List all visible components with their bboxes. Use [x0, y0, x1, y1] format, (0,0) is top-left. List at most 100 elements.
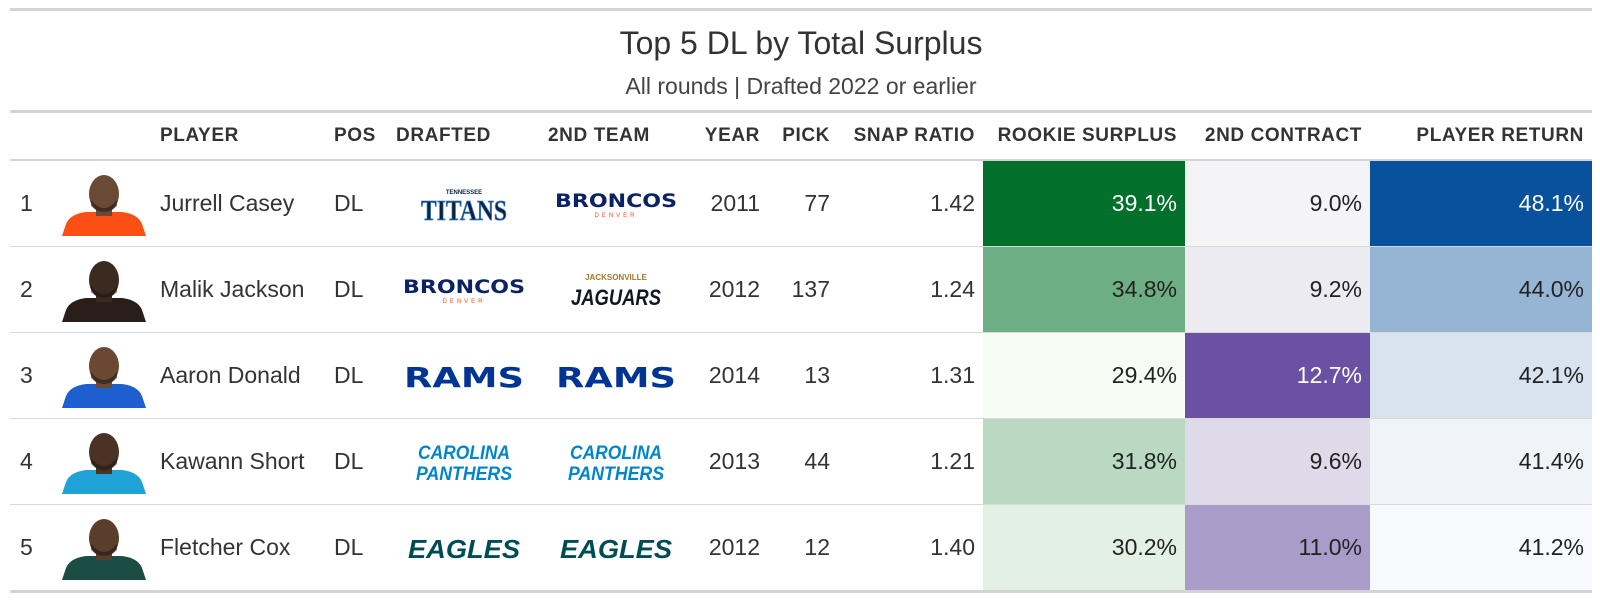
svg-text:JAGUARS: JAGUARS: [571, 285, 661, 310]
svg-text:PANTHERS: PANTHERS: [416, 464, 512, 484]
svg-text:CAROLINA: CAROLINA: [570, 443, 662, 464]
cell-pick: 13: [768, 332, 838, 419]
cell-rank: 4: [10, 418, 52, 505]
cell-second-contract: 12.7%: [1185, 332, 1370, 419]
col-header-player-return: PLAYER RETURN: [1370, 113, 1592, 161]
svg-text:BRONCOS: BRONCOS: [403, 276, 525, 298]
svg-text:RAMS: RAMS: [404, 361, 524, 392]
cell-year: 2013: [692, 418, 768, 505]
table-body: 1 Jurrell Casey DL TENNESSEE TITANS BRONCOS DE…: [10, 160, 1592, 593]
broncos-logo: BRONCOS DENVER: [388, 246, 540, 333]
cell-snap-ratio: 1.24: [838, 246, 983, 333]
svg-text:DENVER: DENVER: [594, 213, 637, 219]
player-headshot: [52, 332, 152, 419]
cell-player-return: 41.2%: [1370, 504, 1592, 593]
titans-logo: TENNESSEE TITANS: [388, 160, 540, 247]
svg-text:BRONCOS: BRONCOS: [555, 190, 677, 212]
col-header-rookie-surplus: ROOKIE SURPLUS: [983, 113, 1185, 161]
table-subtitle: All rounds | Drafted 2022 or earlier: [625, 73, 977, 99]
cell-pos: DL: [326, 246, 388, 333]
cell-year: 2012: [692, 246, 768, 333]
cell-rank: 5: [10, 504, 52, 593]
cell-player-return: 41.4%: [1370, 418, 1592, 505]
col-header-rank: [10, 113, 52, 161]
svg-text:PANTHERS: PANTHERS: [568, 464, 664, 484]
cell-second-contract: 9.0%: [1185, 160, 1370, 247]
cell-player-return: 44.0%: [1370, 246, 1592, 333]
cell-snap-ratio: 1.21: [838, 418, 983, 505]
cell-rank: 1: [10, 160, 52, 247]
col-header-year: YEAR: [692, 113, 768, 161]
cell-rookie-surplus: 34.8%: [983, 246, 1185, 333]
cell-rank: 2: [10, 246, 52, 333]
surplus-table: PLAYER POS DRAFTED 2ND TEAM YEAR PICK SN…: [10, 113, 1592, 593]
col-header-second-contract: 2ND CONTRACT: [1185, 113, 1370, 161]
table-title: Top 5 DL by Total Surplus: [619, 25, 983, 61]
panthers-logo: CAROLINA PANTHERS: [388, 418, 540, 505]
cell-pick: 77: [768, 160, 838, 247]
cell-player-return: 48.1%: [1370, 160, 1592, 247]
cell-pick: 12: [768, 504, 838, 593]
player-headshot: [52, 418, 152, 505]
col-header-pos: POS: [326, 113, 388, 161]
svg-text:EAGLES: EAGLES: [560, 534, 673, 563]
cell-rookie-surplus: 29.4%: [983, 332, 1185, 419]
svg-text:CAROLINA: CAROLINA: [418, 443, 510, 464]
col-header-photo: [52, 113, 152, 161]
table-row: 2 Malik Jackson DL BRONCOS DENVER JACKSONVILL…: [10, 246, 1592, 333]
cell-second-contract: 11.0%: [1185, 504, 1370, 593]
cell-player-return: 42.1%: [1370, 332, 1592, 419]
table-row: 5 Fletcher Cox DL EAGLES EAGLES 2012 12 1.40 30.…: [10, 504, 1592, 593]
svg-text:TENNESSEE: TENNESSEE: [446, 190, 482, 196]
jaguars-logo: JACKSONVILLE JAGUARS: [540, 246, 692, 333]
cell-snap-ratio: 1.42: [838, 160, 983, 247]
cell-year: 2014: [692, 332, 768, 419]
eagles-logo: EAGLES: [388, 504, 540, 593]
cell-snap-ratio: 1.40: [838, 504, 983, 593]
cell-player: Malik Jackson: [152, 246, 326, 333]
table-row: 3 Aaron Donald DL RAMS RAMS 2014 13 1.31 29.4% 12…: [10, 332, 1592, 419]
cell-pick: 44: [768, 418, 838, 505]
rams-logo: RAMS: [388, 332, 540, 419]
table-row: 4 Kawann Short DL CAROLINA PANTHERS CAROLINA P…: [10, 418, 1592, 505]
cell-snap-ratio: 1.31: [838, 332, 983, 419]
cell-rank: 3: [10, 332, 52, 419]
cell-pick: 137: [768, 246, 838, 333]
cell-player: Fletcher Cox: [152, 504, 326, 593]
svg-text:EAGLES: EAGLES: [408, 534, 521, 563]
player-headshot: [52, 246, 152, 333]
player-headshot: [52, 160, 152, 247]
broncos-logo: BRONCOS DENVER: [540, 160, 692, 247]
svg-text:RAMS: RAMS: [556, 361, 676, 392]
svg-text:TITANS: TITANS: [421, 196, 507, 224]
cell-rookie-surplus: 30.2%: [983, 504, 1185, 593]
header-row: PLAYER POS DRAFTED 2ND TEAM YEAR PICK SN…: [10, 113, 1592, 161]
col-header-second-team: 2ND TEAM: [540, 113, 692, 161]
cell-player: Kawann Short: [152, 418, 326, 505]
top-rule: [10, 8, 1592, 11]
cell-rookie-surplus: 39.1%: [983, 160, 1185, 247]
eagles-logo: EAGLES: [540, 504, 692, 593]
cell-pos: DL: [326, 160, 388, 247]
svg-text:JACKSONVILLE: JACKSONVILLE: [585, 273, 647, 282]
cell-pos: DL: [326, 418, 388, 505]
player-headshot: [52, 504, 152, 593]
cell-player: Aaron Donald: [152, 332, 326, 419]
col-header-pick: PICK: [768, 113, 838, 161]
cell-year: 2011: [692, 160, 768, 247]
cell-second-contract: 9.6%: [1185, 418, 1370, 505]
col-header-player: PLAYER: [152, 113, 326, 161]
header-rule: [10, 110, 1592, 113]
cell-year: 2012: [692, 504, 768, 593]
svg-text:DENVER: DENVER: [442, 299, 485, 305]
cell-rookie-surplus: 31.8%: [983, 418, 1185, 505]
cell-second-contract: 9.2%: [1185, 246, 1370, 333]
cell-pos: DL: [326, 332, 388, 419]
cell-player: Jurrell Casey: [152, 160, 326, 247]
panthers-logo: CAROLINA PANTHERS: [540, 418, 692, 505]
col-header-drafted: DRAFTED: [388, 113, 540, 161]
table-row: 1 Jurrell Casey DL TENNESSEE TITANS BRONCOS DE…: [10, 160, 1592, 247]
rams-logo: RAMS: [540, 332, 692, 419]
table-container: Top 5 DL by Total Surplus All rounds | D…: [10, 8, 1592, 593]
col-header-snap-ratio: SNAP RATIO: [838, 113, 983, 161]
